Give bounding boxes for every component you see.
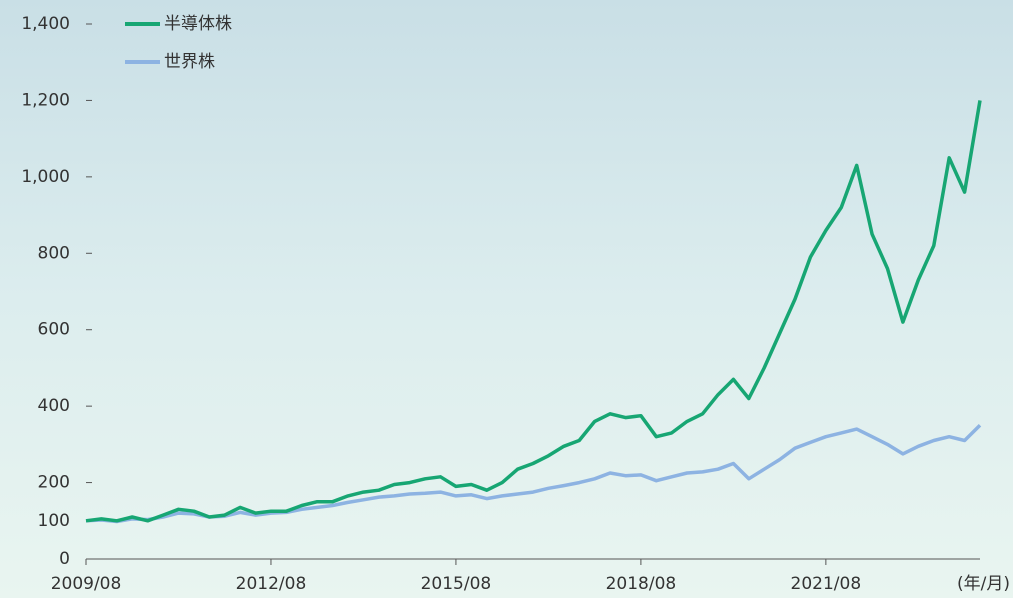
x-axis-label: (年/月) <box>957 574 1010 594</box>
y-tick-label: 200 <box>38 473 70 493</box>
y-tick-label: 1,000 <box>21 167 70 187</box>
legend-label: 半導体株 <box>164 14 232 34</box>
x-tick-label: 2021/08 <box>791 574 862 594</box>
y-tick-label: 100 <box>38 511 70 531</box>
y-tick-label: 0 <box>59 549 70 569</box>
x-tick-label: 2015/08 <box>421 574 492 594</box>
x-tick-label: 2018/08 <box>606 574 677 594</box>
y-tick-label: 1,400 <box>21 14 70 34</box>
x-tick-label: 2009/08 <box>51 574 122 594</box>
y-tick-label: 400 <box>38 396 70 416</box>
x-tick-label: 2012/08 <box>236 574 307 594</box>
y-tick-label: 800 <box>38 243 70 263</box>
legend-label: 世界株 <box>164 52 215 72</box>
series-line <box>85 424 982 524</box>
y-tick-label: 600 <box>38 320 70 340</box>
series-line <box>85 100 982 523</box>
y-tick-label: 1,200 <box>21 90 70 110</box>
